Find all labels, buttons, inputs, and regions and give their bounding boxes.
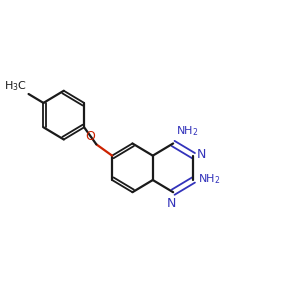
- Text: N: N: [167, 197, 176, 210]
- Text: N: N: [197, 148, 207, 161]
- Text: NH$_2$: NH$_2$: [198, 172, 220, 186]
- Text: NH$_2$: NH$_2$: [176, 124, 199, 138]
- Text: O: O: [85, 130, 94, 142]
- Text: H$_3$C: H$_3$C: [4, 79, 27, 92]
